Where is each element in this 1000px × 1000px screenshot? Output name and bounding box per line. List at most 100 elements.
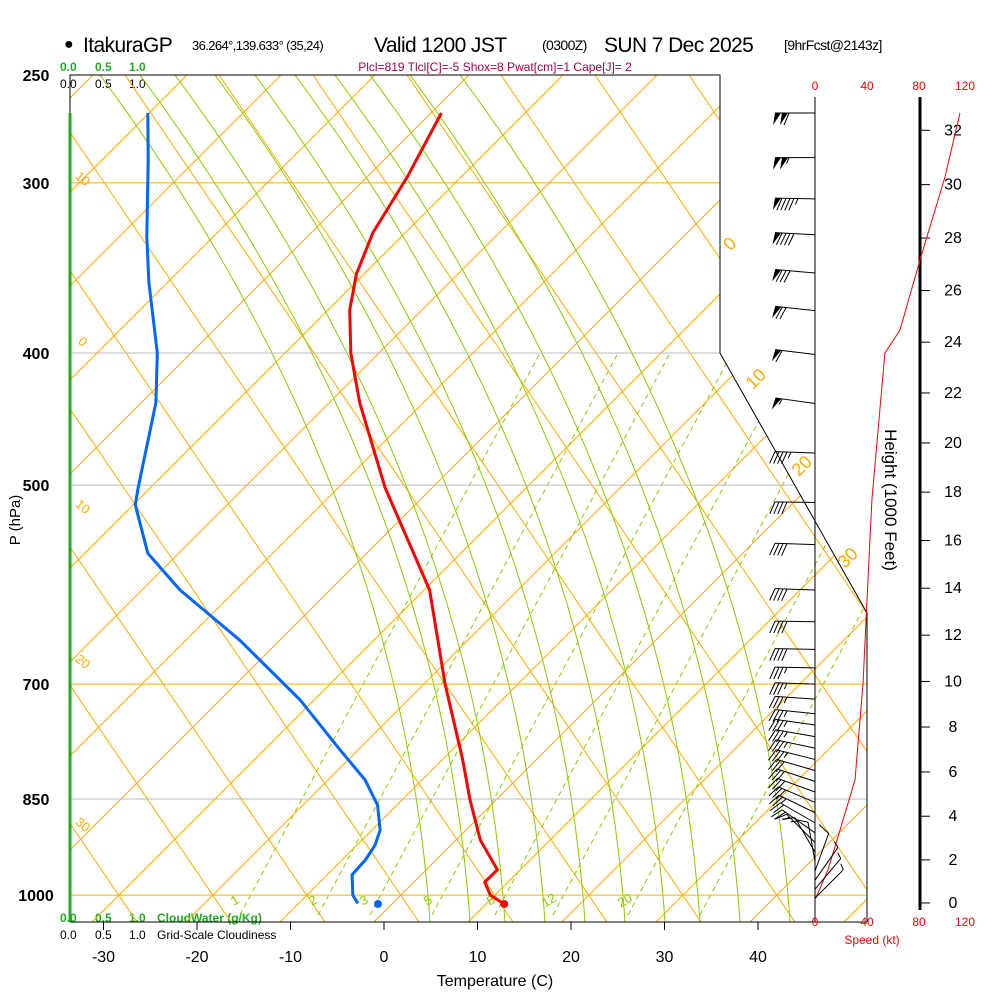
cloud-top-black-1: 0.5	[95, 77, 112, 91]
dry-adiabat-line	[70, 75, 420, 922]
barb-full	[775, 232, 783, 245]
pressure-tick-label: 500	[23, 478, 50, 495]
barb-full	[774, 811, 786, 820]
barb-full	[787, 233, 795, 246]
stability-indices: Plcl=819 Tlcl[C]=-5 Shox=8 Pwat[cm]=1 Ca…	[358, 60, 632, 74]
line-label-right: 10	[742, 365, 770, 393]
height-tick-label: 30	[944, 177, 962, 194]
wind-barb	[773, 112, 815, 126]
cloudiness-label: Grid-Scale Cloudiness	[157, 928, 276, 942]
temperature-tick-label: 30	[656, 949, 674, 966]
barb-pennant	[771, 306, 782, 319]
cloud-top-green-1: 0.5	[95, 60, 112, 74]
line-label-right: 0	[719, 233, 740, 254]
wind-barb	[768, 768, 816, 782]
isotherm-line	[749, 75, 867, 922]
barb-full	[769, 543, 776, 556]
y-axis-title: P (hPa)	[7, 495, 24, 546]
height-tick-label: 32	[944, 122, 962, 139]
wind-barb	[769, 588, 816, 602]
barb-full	[768, 696, 776, 709]
height-tick-label: 8	[949, 719, 958, 736]
mixing-ratio-label: 5	[421, 892, 435, 909]
height-tick-label: 20	[944, 435, 962, 452]
temperature-tick-label: 10	[469, 949, 487, 966]
barb-full	[777, 667, 784, 680]
cloud-bottom-black-1: 0.5	[95, 928, 112, 942]
wind-barb	[769, 501, 816, 515]
barb-full	[775, 269, 783, 282]
barb-full	[781, 543, 788, 556]
pressure-tick-label: 850	[23, 792, 50, 809]
height-tick-label: 0	[949, 895, 958, 912]
barb-full	[788, 198, 795, 211]
height-tick-label: 2	[949, 852, 958, 869]
barb-full	[772, 709, 780, 722]
isotherm-line	[561, 75, 867, 922]
barb-full	[769, 620, 776, 634]
speed-tick-label-top: 0	[812, 79, 819, 93]
barb-staff	[775, 695, 816, 700]
mixing-ratio-label: 12	[539, 890, 559, 910]
speed-tick-label-bottom: 120	[955, 915, 975, 929]
forecast-info: [9hrFcst@2143z]	[784, 37, 882, 53]
isotherm-line	[70, 75, 282, 922]
barb-pennant	[780, 113, 788, 126]
barb-full	[771, 760, 781, 772]
barb-half	[783, 742, 789, 748]
barb-full	[768, 794, 780, 805]
isotherm-line	[185, 75, 867, 922]
barb-full	[771, 750, 781, 762]
barb-full	[782, 817, 796, 820]
barb-pennant	[771, 397, 782, 410]
isotherm-line	[91, 75, 867, 922]
height-tick-label: 22	[944, 385, 962, 402]
line-label-left: 20	[73, 651, 94, 672]
barb-full	[781, 648, 788, 661]
isotherm-line	[467, 75, 867, 922]
cloud-top-black-0: 0.0	[60, 77, 77, 91]
barb-full	[769, 682, 776, 695]
barb-half	[837, 852, 842, 859]
barb-full	[769, 588, 776, 601]
barb-full	[769, 451, 776, 464]
wind-barb	[769, 648, 816, 661]
moist-adiabat-line	[294, 75, 626, 922]
barb-full	[773, 682, 780, 695]
height-tick-label: 24	[944, 334, 962, 351]
barb-full	[775, 789, 786, 800]
station-coords: 36.264°,139.633° (35,24)	[192, 38, 323, 53]
barb-staff	[780, 802, 816, 824]
barb-half	[790, 820, 798, 823]
isotherm-line	[70, 75, 564, 922]
barb-full	[773, 543, 780, 556]
barb-pennant	[771, 349, 782, 362]
barb-half	[834, 841, 839, 848]
mixing-ratio-line	[627, 352, 867, 916]
pressure-tick-label: 700	[23, 677, 50, 694]
wind-barb	[768, 777, 816, 793]
mixing-ratio-line	[239, 352, 541, 916]
moist-adiabat-line	[174, 75, 506, 922]
barb-staff	[794, 817, 816, 853]
barb-full	[777, 648, 784, 661]
barb-full	[777, 621, 784, 634]
wind-speed-line	[814, 112, 961, 901]
wind-barb	[769, 620, 816, 634]
mixing-ratio-line	[494, 352, 796, 916]
wind-barb	[771, 305, 816, 320]
barb-staff	[776, 749, 816, 760]
barb-full	[779, 233, 787, 246]
cloud-bottom-black-2: 1.0	[129, 928, 146, 942]
temperature-line	[348, 112, 506, 906]
barb-staff	[775, 709, 816, 715]
barb-full	[777, 588, 784, 601]
barb-full	[768, 709, 776, 722]
dry-adiabat-line	[70, 75, 608, 922]
isotherm-line	[373, 75, 867, 922]
barb-full	[779, 270, 787, 283]
speed-tick-label-bottom: 0	[812, 915, 819, 929]
barb-staff	[814, 833, 830, 872]
wind-barb	[814, 852, 842, 890]
